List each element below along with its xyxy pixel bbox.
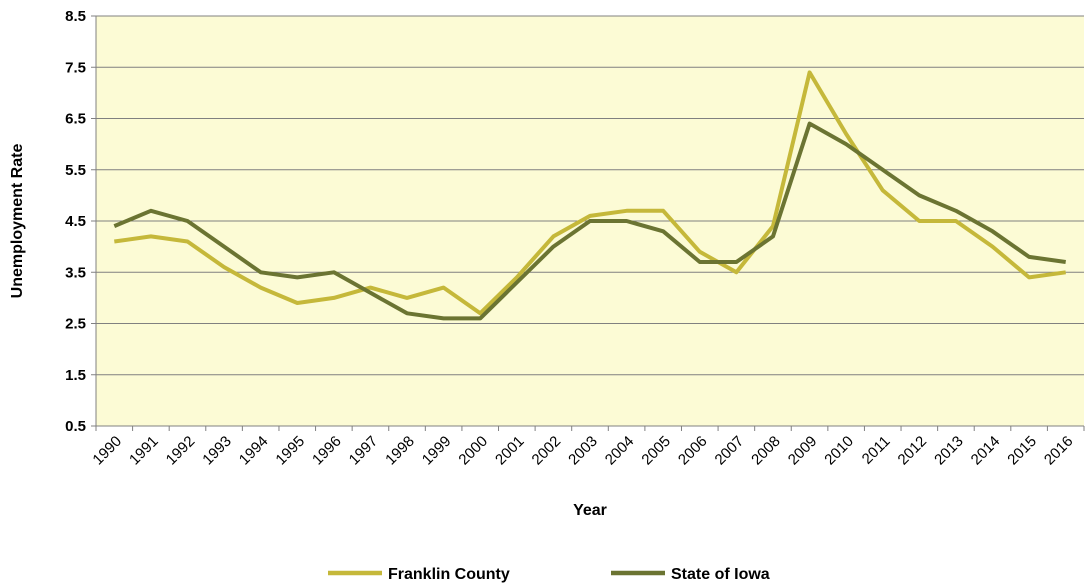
x-tick-label: 2016 — [1041, 433, 1077, 469]
x-tick-label: 2003 — [565, 433, 601, 469]
x-tick-label: 1995 — [272, 433, 308, 469]
legend-label-state-of-iowa: State of Iowa — [671, 566, 770, 583]
legend-label-franklin-county: Franklin County — [388, 566, 510, 583]
x-tick-label: 2007 — [712, 433, 748, 469]
x-tick-label: 2005 — [638, 433, 674, 469]
y-tick-label: 3.5 — [65, 264, 86, 281]
x-tick-label: 2001 — [492, 433, 528, 469]
x-axis-title: Year — [573, 502, 607, 519]
x-tick-label: 2009 — [785, 433, 821, 469]
x-tick-label: 1994 — [236, 433, 272, 469]
x-tick-label: 2000 — [455, 433, 491, 469]
legend: Franklin County State of Iowa — [328, 566, 770, 583]
y-tick-label: 4.5 — [65, 213, 86, 230]
x-tick-label: 1996 — [309, 433, 345, 469]
x-tick-label: 2006 — [675, 433, 711, 469]
x-tick-label: 2010 — [821, 433, 857, 469]
series-lines — [113, 70, 1066, 321]
series-line-franklin-county — [114, 70, 1066, 316]
y-tick-label: 2.5 — [65, 316, 86, 333]
x-tick-label: 2012 — [895, 433, 931, 469]
y-tick-label: 8.5 — [65, 8, 86, 25]
y-tick-label: 6.5 — [65, 111, 86, 128]
x-tick-label: 2013 — [931, 433, 967, 469]
x-tick-label: 2011 — [859, 433, 894, 468]
x-tick-label: 2008 — [748, 433, 784, 469]
x-tick-label: 2015 — [1004, 433, 1040, 469]
y-tick-label: 1.5 — [65, 367, 86, 384]
y-tick-label: 7.5 — [65, 59, 86, 76]
x-tick-label: 1992 — [163, 433, 199, 469]
x-tick-label: 1990 — [90, 433, 126, 469]
y-axis-title: Unemployment Rate — [9, 144, 26, 299]
x-tick-label: 2002 — [529, 433, 565, 469]
series-line-state-of-iowa — [113, 121, 1066, 321]
x-tick-label: 1991 — [126, 433, 162, 469]
y-axis-ticks: 0.5 1.5 2.5 3.5 4.5 5.5 6.5 7.5 8.5 — [65, 8, 96, 435]
x-tick-label: 2004 — [602, 433, 638, 469]
x-tick-label: 1999 — [419, 433, 455, 469]
y-tick-label: 5.5 — [65, 162, 86, 179]
x-tick-label: 2014 — [968, 433, 1004, 469]
x-tick-label: 1993 — [199, 433, 235, 469]
x-tick-label: 1998 — [382, 433, 418, 469]
x-axis-ticks: 1990 1991 1992 1993 1994 1995 1996 1997 1998 1999… — [90, 426, 1085, 469]
x-tick-label: 1997 — [346, 433, 382, 469]
y-tick-label: 0.5 — [65, 418, 86, 435]
